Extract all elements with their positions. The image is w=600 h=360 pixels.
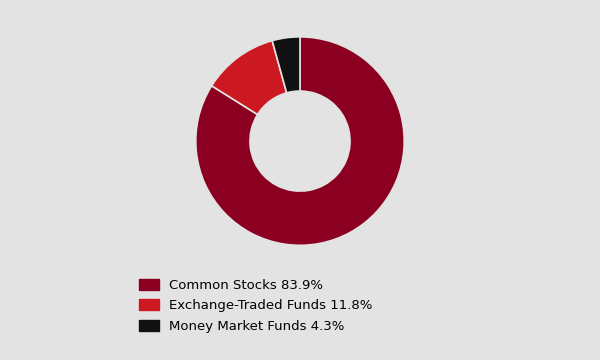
Legend: Common Stocks 83.9%, Exchange-Traded Funds 11.8%, Money Market Funds 4.3%: Common Stocks 83.9%, Exchange-Traded Fun… [134,274,378,338]
Wedge shape [196,37,404,245]
Wedge shape [272,37,300,93]
Wedge shape [212,41,287,114]
